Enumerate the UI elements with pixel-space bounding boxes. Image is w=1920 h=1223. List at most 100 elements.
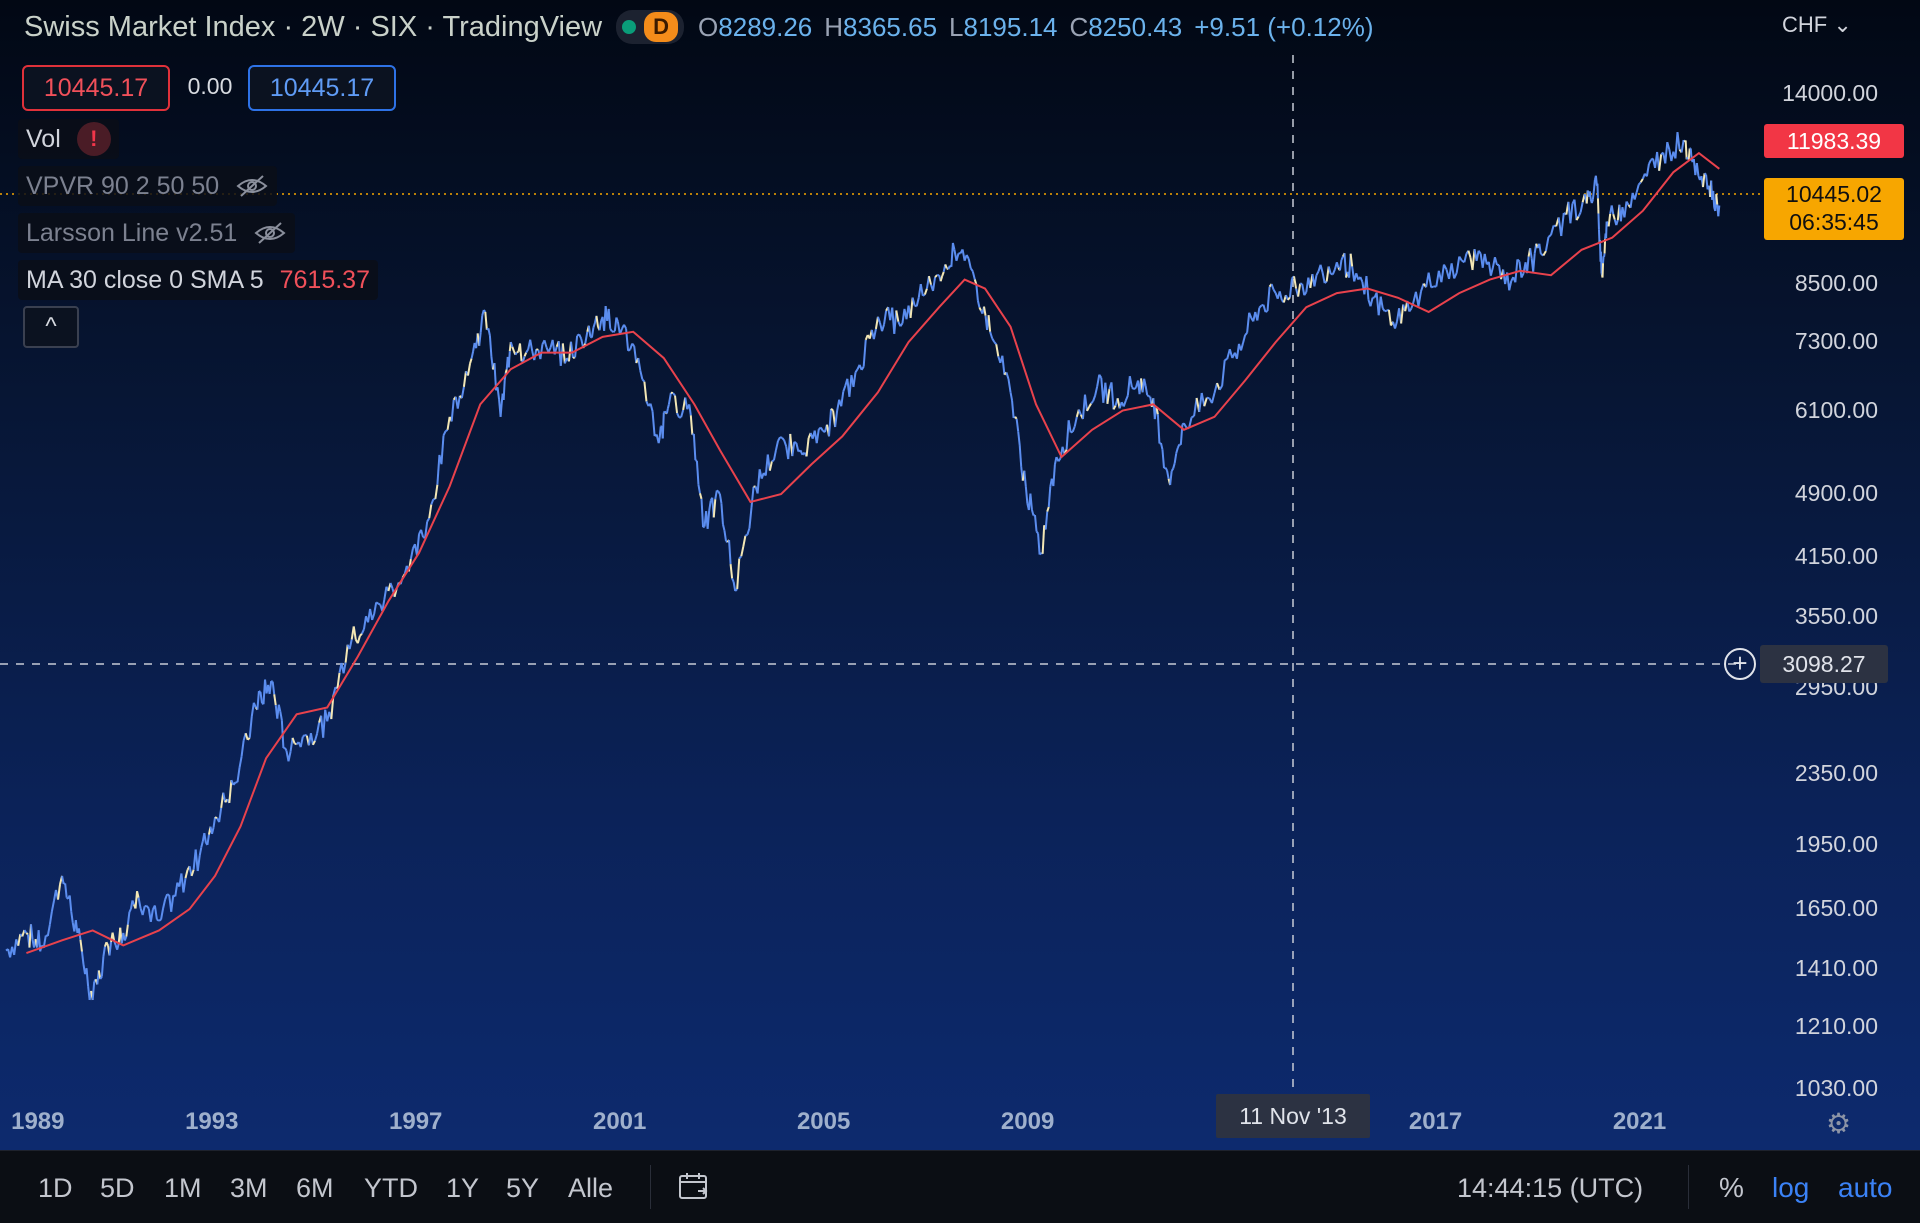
price-segment <box>71 912 73 923</box>
price-segment <box>70 895 72 911</box>
price-segment <box>782 438 784 440</box>
price-segment <box>175 883 177 897</box>
price-segment <box>161 909 163 920</box>
price-segment <box>1594 180 1595 191</box>
percent-scale-toggle[interactable]: % <box>1719 1172 1744 1204</box>
indicator-vpvr[interactable]: VPVR 90 2 50 50 <box>18 166 277 206</box>
indicator-ma[interactable]: MA 30 close 0 SMA 5 7615.37 <box>18 260 378 300</box>
price-tick-label: 3550.00 <box>1795 603 1878 630</box>
price-segment <box>1716 194 1717 204</box>
time-tick-label: 1993 <box>185 1108 238 1136</box>
indicator-vol-label: Vol <box>26 125 61 154</box>
indicator-vol[interactable]: Vol ! <box>18 119 119 159</box>
price-segment <box>48 925 50 936</box>
toolbar-divider <box>1688 1165 1689 1209</box>
price-segment <box>87 968 89 986</box>
price-segment <box>708 511 710 529</box>
price-segment <box>794 442 796 443</box>
price-segment <box>167 894 169 895</box>
hidden-eye-icon[interactable] <box>235 174 269 198</box>
price-segment <box>862 367 864 370</box>
price-segment <box>702 499 704 527</box>
price-segment <box>1243 335 1245 343</box>
price-segment <box>1280 291 1282 300</box>
high-label: H <box>824 12 843 42</box>
price-segment <box>642 379 644 381</box>
price-segment <box>668 404 669 408</box>
timeframe-button-1m[interactable]: 1M <box>164 1173 202 1204</box>
ma-price-tag: 11983.39 <box>1764 124 1904 158</box>
timeframe-button-6m[interactable]: 6M <box>296 1173 334 1204</box>
price-segment <box>1268 287 1270 311</box>
price-segment <box>667 409 668 414</box>
price-segment <box>971 268 973 271</box>
price-segment <box>462 387 464 398</box>
timeframe-button-5d[interactable]: 5D <box>100 1173 135 1204</box>
market-status-badge[interactable]: D <box>616 10 684 44</box>
price-segment <box>1441 265 1444 283</box>
price-segment <box>458 396 460 409</box>
price-segment <box>26 933 28 935</box>
currency-label: CHF <box>1782 12 1827 37</box>
price-segment <box>1130 376 1132 387</box>
price-segment <box>1607 222 1608 223</box>
collapse-legend-button[interactable]: ^ <box>23 306 79 348</box>
price-segment <box>1053 465 1055 486</box>
symbol-title[interactable]: Swiss Market Index · 2W · SIX · TradingV… <box>24 11 602 44</box>
price-segment <box>967 255 969 259</box>
utc-clock[interactable]: 14:44:15 (UTC) <box>1457 1173 1643 1204</box>
timeframe-button-5y[interactable]: 5Y <box>506 1173 539 1204</box>
price-segment <box>1220 386 1223 390</box>
price-segment <box>515 352 517 354</box>
price-segment <box>1058 458 1060 461</box>
price-segment <box>681 410 683 417</box>
price-segment <box>772 460 774 461</box>
price-segment <box>624 325 626 329</box>
price-segment <box>390 583 392 588</box>
timeframe-button-alle[interactable]: Alle <box>568 1173 613 1204</box>
add-alert-plus-icon[interactable]: + <box>1724 648 1756 680</box>
log-scale-toggle[interactable]: log <box>1772 1172 1809 1204</box>
price-segment <box>139 898 141 909</box>
price-segment <box>780 437 782 438</box>
price-segment <box>1085 395 1087 411</box>
price-segment <box>1429 273 1432 288</box>
time-tick-label: 1989 <box>11 1108 64 1136</box>
price-segment <box>1247 313 1249 333</box>
warning-icon[interactable]: ! <box>77 122 111 156</box>
price-segment <box>1613 214 1615 219</box>
price-chart[interactable] <box>0 0 1920 1150</box>
timeframe-button-ytd[interactable]: YTD <box>364 1173 418 1204</box>
price-segment <box>589 326 591 337</box>
sell-price-button[interactable]: 10445.17 <box>22 65 170 111</box>
price-segment <box>376 602 378 603</box>
price-segment <box>315 734 317 741</box>
timeframe-button-1d[interactable]: 1D <box>38 1173 73 1204</box>
price-segment <box>305 735 307 736</box>
price-segment <box>1345 253 1347 277</box>
indicator-larsson[interactable]: Larsson Line v2.51 <box>18 213 295 253</box>
hidden-eye-icon[interactable] <box>253 221 287 245</box>
currency-selector[interactable]: CHF ⌄ <box>1782 12 1852 38</box>
buy-price-button[interactable]: 10445.17 <box>248 65 396 111</box>
auto-scale-toggle[interactable]: auto <box>1838 1172 1893 1204</box>
price-segment <box>490 336 492 357</box>
price-segment <box>1097 375 1099 387</box>
chart-area[interactable] <box>0 0 1920 1150</box>
price-segment <box>126 925 128 937</box>
timeframe-button-3m[interactable]: 3M <box>230 1173 268 1204</box>
gear-icon[interactable]: ⚙ <box>1826 1107 1851 1140</box>
price-segment <box>729 540 731 564</box>
price-segment <box>1245 333 1247 335</box>
price-segment <box>1069 420 1071 432</box>
price-segment <box>739 556 741 558</box>
price-segment <box>935 275 937 277</box>
price-segment <box>1530 248 1532 258</box>
price-tick-label: 2350.00 <box>1795 760 1878 787</box>
timeframe-button-1y[interactable]: 1Y <box>446 1173 479 1204</box>
calendar-icon[interactable] <box>678 1171 710 1201</box>
price-tick-label: 1410.00 <box>1795 955 1878 982</box>
price-segment <box>996 344 998 356</box>
price-segment <box>280 712 282 721</box>
price-segment <box>452 400 454 422</box>
